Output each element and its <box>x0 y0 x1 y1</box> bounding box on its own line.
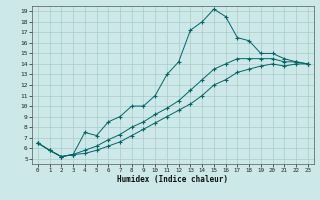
X-axis label: Humidex (Indice chaleur): Humidex (Indice chaleur) <box>117 175 228 184</box>
